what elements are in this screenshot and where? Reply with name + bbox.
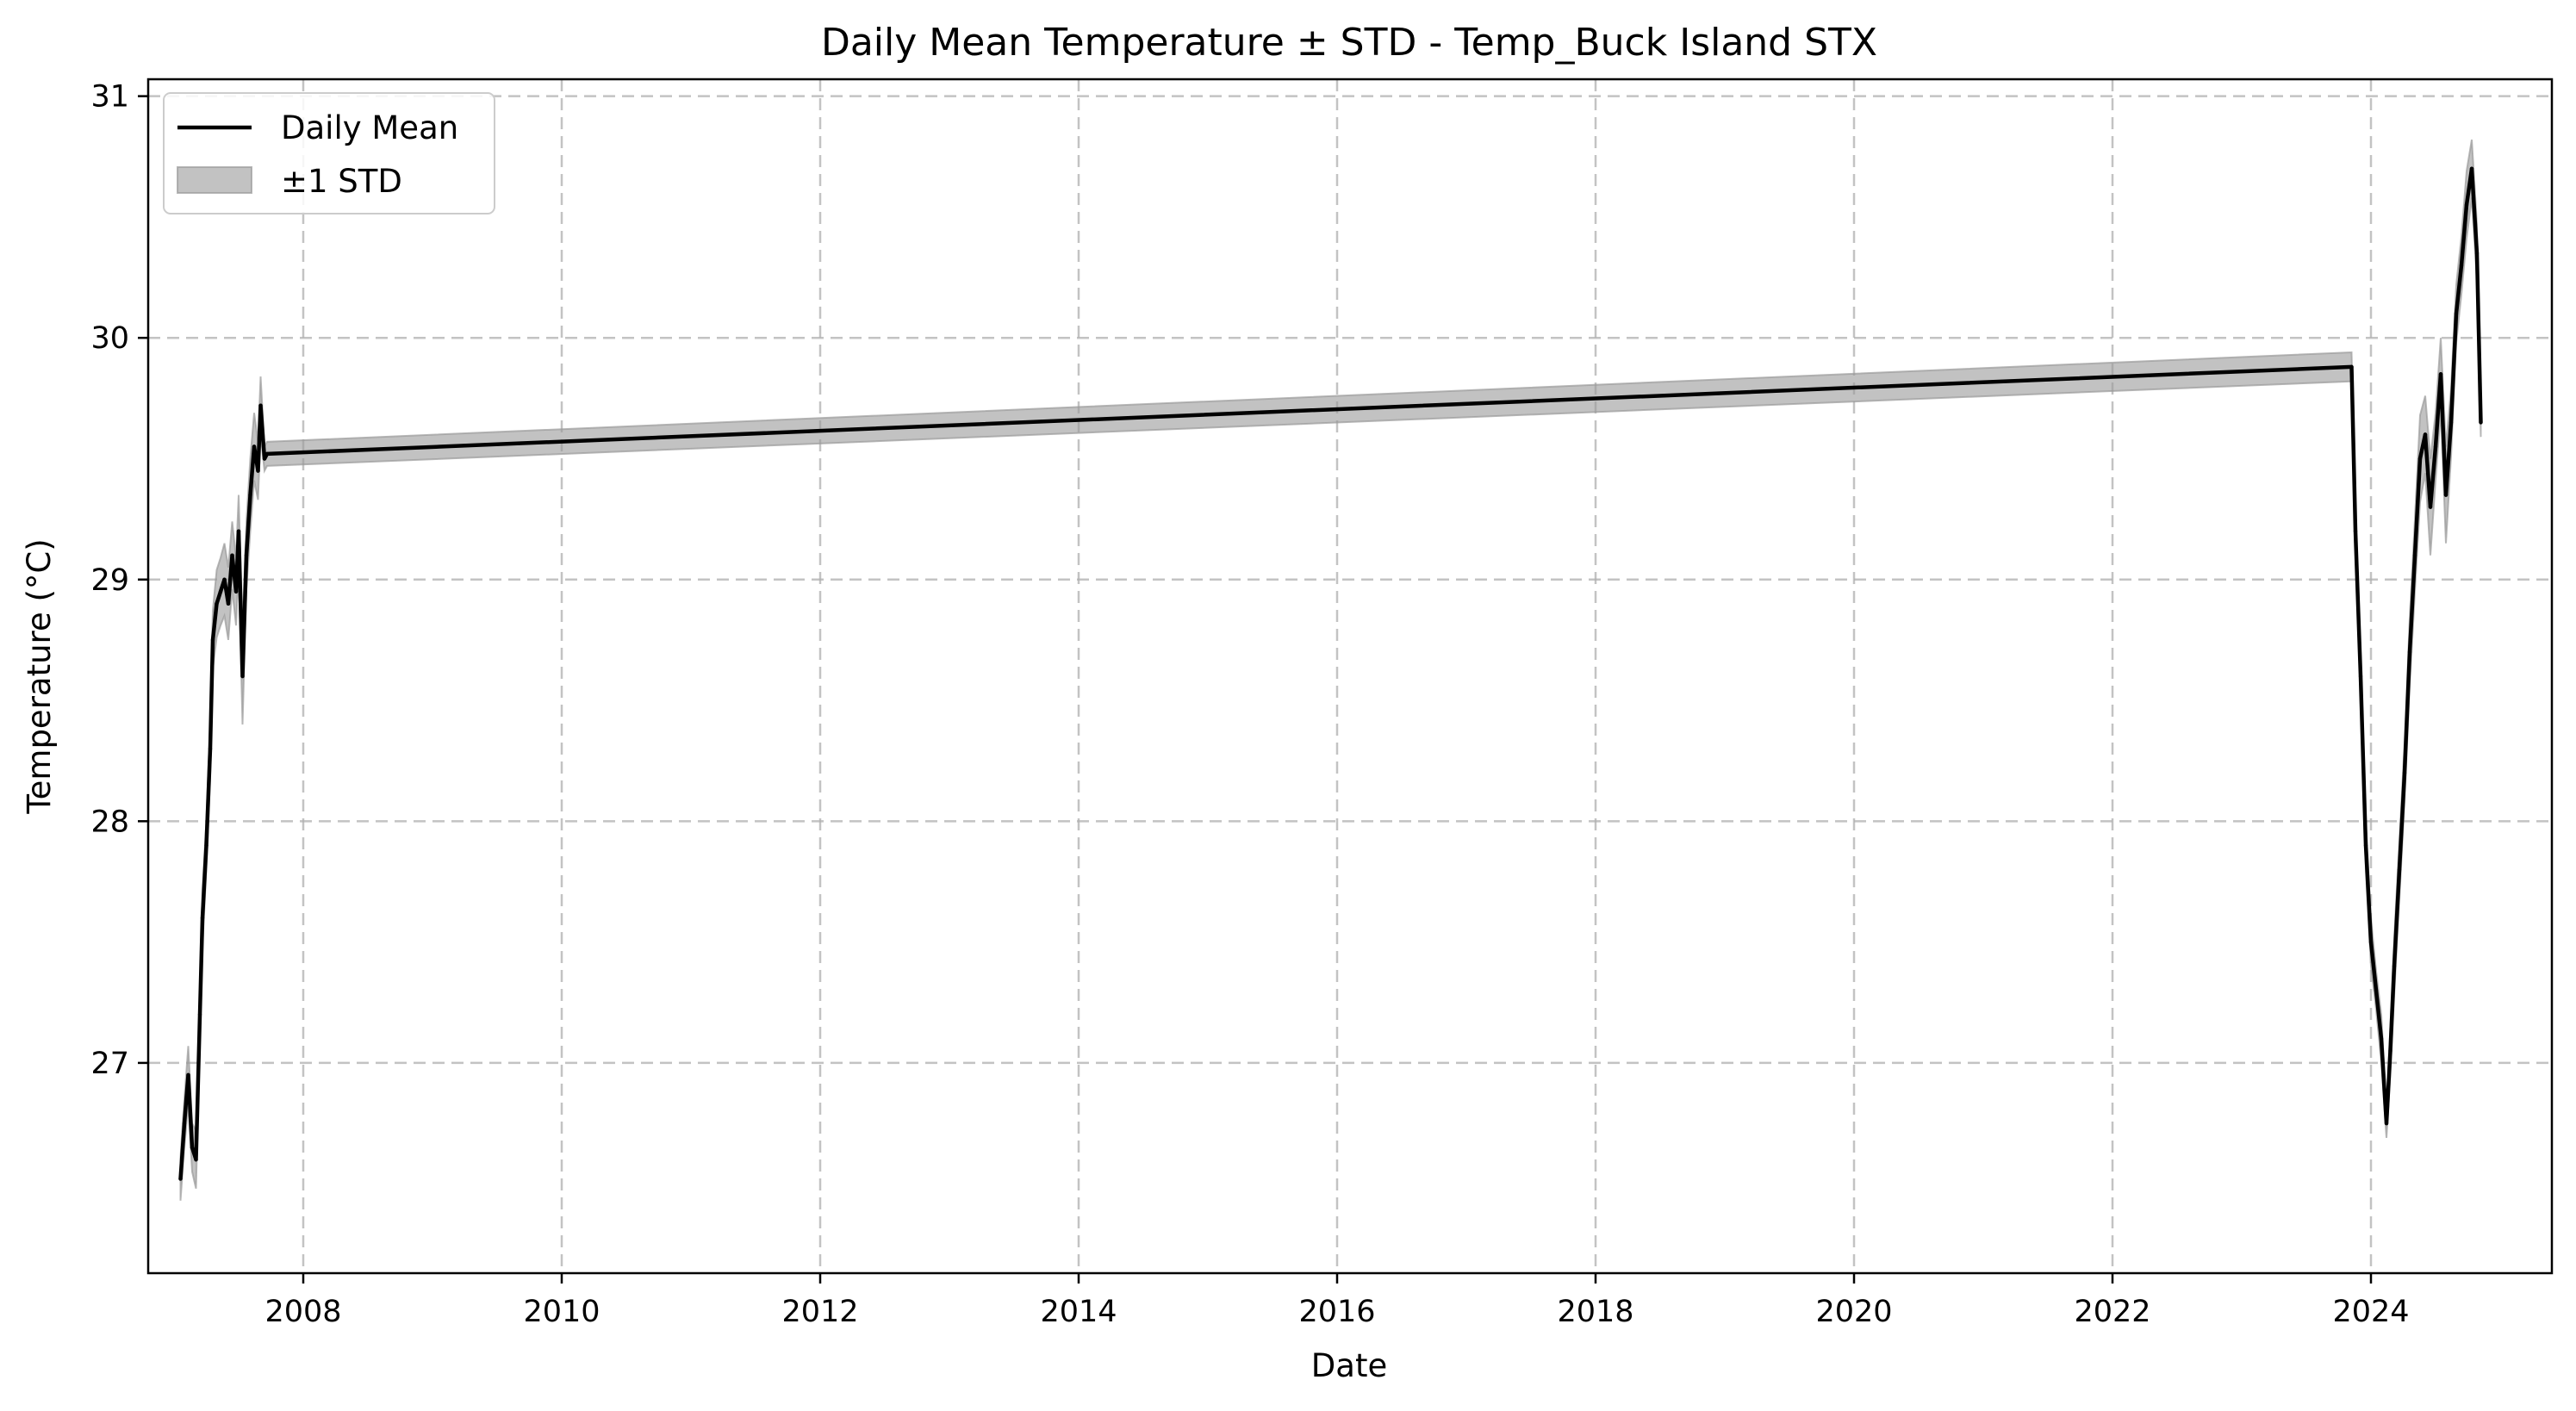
daily-mean-point [2349, 364, 2354, 370]
x-tick-label: 2010 [523, 1295, 600, 1329]
x-tick-label: 2008 [264, 1295, 341, 1329]
daily-mean-point [2392, 964, 2397, 968]
daily-mean-point [2459, 263, 2464, 268]
mean-line-layer [178, 166, 2483, 1179]
daily-mean-point [210, 637, 215, 643]
daily-mean-point [2433, 444, 2438, 449]
daily-mean-point [252, 444, 257, 449]
plot-frame [146, 78, 2554, 1275]
x-axis-label: Date [1311, 1347, 1387, 1384]
daily-mean-point [2479, 420, 2483, 425]
daily-mean-point [2402, 771, 2407, 775]
daily-mean-point [2368, 940, 2374, 944]
daily-mean-point [226, 601, 231, 606]
daily-mean-point [178, 1177, 183, 1181]
daily-mean-point [2363, 843, 2368, 848]
daily-mean-point [2384, 1121, 2389, 1126]
daily-mean-point [197, 1012, 202, 1016]
legend-label-std: ±1 STD [281, 163, 402, 200]
daily-mean-point [2454, 311, 2459, 316]
x-tick-label: 2024 [2332, 1295, 2409, 1329]
daily-mean-point [2443, 493, 2448, 497]
daily-mean-point [2438, 372, 2443, 376]
x-tick-label: 2022 [2074, 1295, 2150, 1329]
daily-mean-point [194, 1157, 198, 1162]
daily-mean-point [2448, 420, 2454, 425]
x-tick-label: 2016 [1298, 1295, 1375, 1329]
daily-mean-point [264, 451, 270, 457]
daily-mean-point [2407, 650, 2412, 655]
data-points [178, 166, 2483, 1181]
daily-mean-point [248, 493, 252, 497]
daily-mean-point [2423, 432, 2428, 437]
legend-label-daily-mean: Daily Mean [281, 109, 458, 146]
daily-mean-point [204, 843, 208, 848]
daily-mean-point [2412, 553, 2417, 557]
daily-mean-point [2388, 1048, 2392, 1054]
legend-swatch-std [177, 166, 252, 194]
daily-mean-point [190, 1145, 195, 1150]
daily-mean-point [233, 589, 239, 594]
daily-mean-point [2428, 505, 2433, 509]
x-axis: 2008 2010 2012 2014 2016 2018 2020 2022 2024 [264, 1273, 2410, 1329]
daily-mean-point [2379, 1036, 2384, 1041]
daily-mean-point [258, 403, 263, 407]
daily-mean-point [208, 746, 213, 751]
daily-mean-point [2397, 867, 2402, 872]
x-tick-label: 2018 [1557, 1295, 1633, 1329]
y-tick-label: 27 [90, 1047, 129, 1081]
y-tick-label: 31 [90, 80, 129, 115]
x-tick-label: 2020 [1815, 1295, 1892, 1329]
daily-mean-point [2469, 166, 2474, 171]
daily-mean-point [218, 589, 223, 594]
daily-mean-point [2474, 251, 2480, 256]
grid [148, 79, 2552, 1273]
daily-mean-point [236, 529, 241, 533]
daily-mean-point [240, 674, 245, 679]
daily-mean-point [182, 1121, 187, 1126]
y-axis: 27 28 29 30 31 [90, 80, 148, 1081]
daily-mean-point [2417, 457, 2423, 461]
daily-mean-point [215, 601, 219, 606]
daily-mean-point [200, 916, 205, 920]
x-tick-label: 2012 [781, 1295, 858, 1329]
y-tick-label: 30 [90, 321, 129, 356]
daily-mean-point [2353, 529, 2358, 533]
legend: Daily Mean ±1 STD [163, 92, 495, 214]
daily-mean-point [244, 553, 249, 557]
daily-mean-point [262, 457, 267, 461]
y-axis-label: Temperature (°C) [21, 538, 58, 814]
daily-mean-point [230, 553, 234, 557]
daily-mean-point [186, 1072, 190, 1078]
daily-mean-point [222, 577, 227, 581]
chart-title: Daily Mean Temperature ± STD - Temp_Buck… [821, 21, 1877, 65]
daily-mean-point [2374, 988, 2379, 992]
y-tick-label: 28 [90, 805, 129, 839]
daily-mean-point [2358, 674, 2363, 679]
x-tick-label: 2014 [1040, 1295, 1117, 1329]
y-tick-label: 29 [90, 563, 129, 598]
daily-mean-point [256, 469, 260, 473]
daily-mean-point [2464, 202, 2469, 208]
daily-mean-line [178, 166, 2483, 1179]
